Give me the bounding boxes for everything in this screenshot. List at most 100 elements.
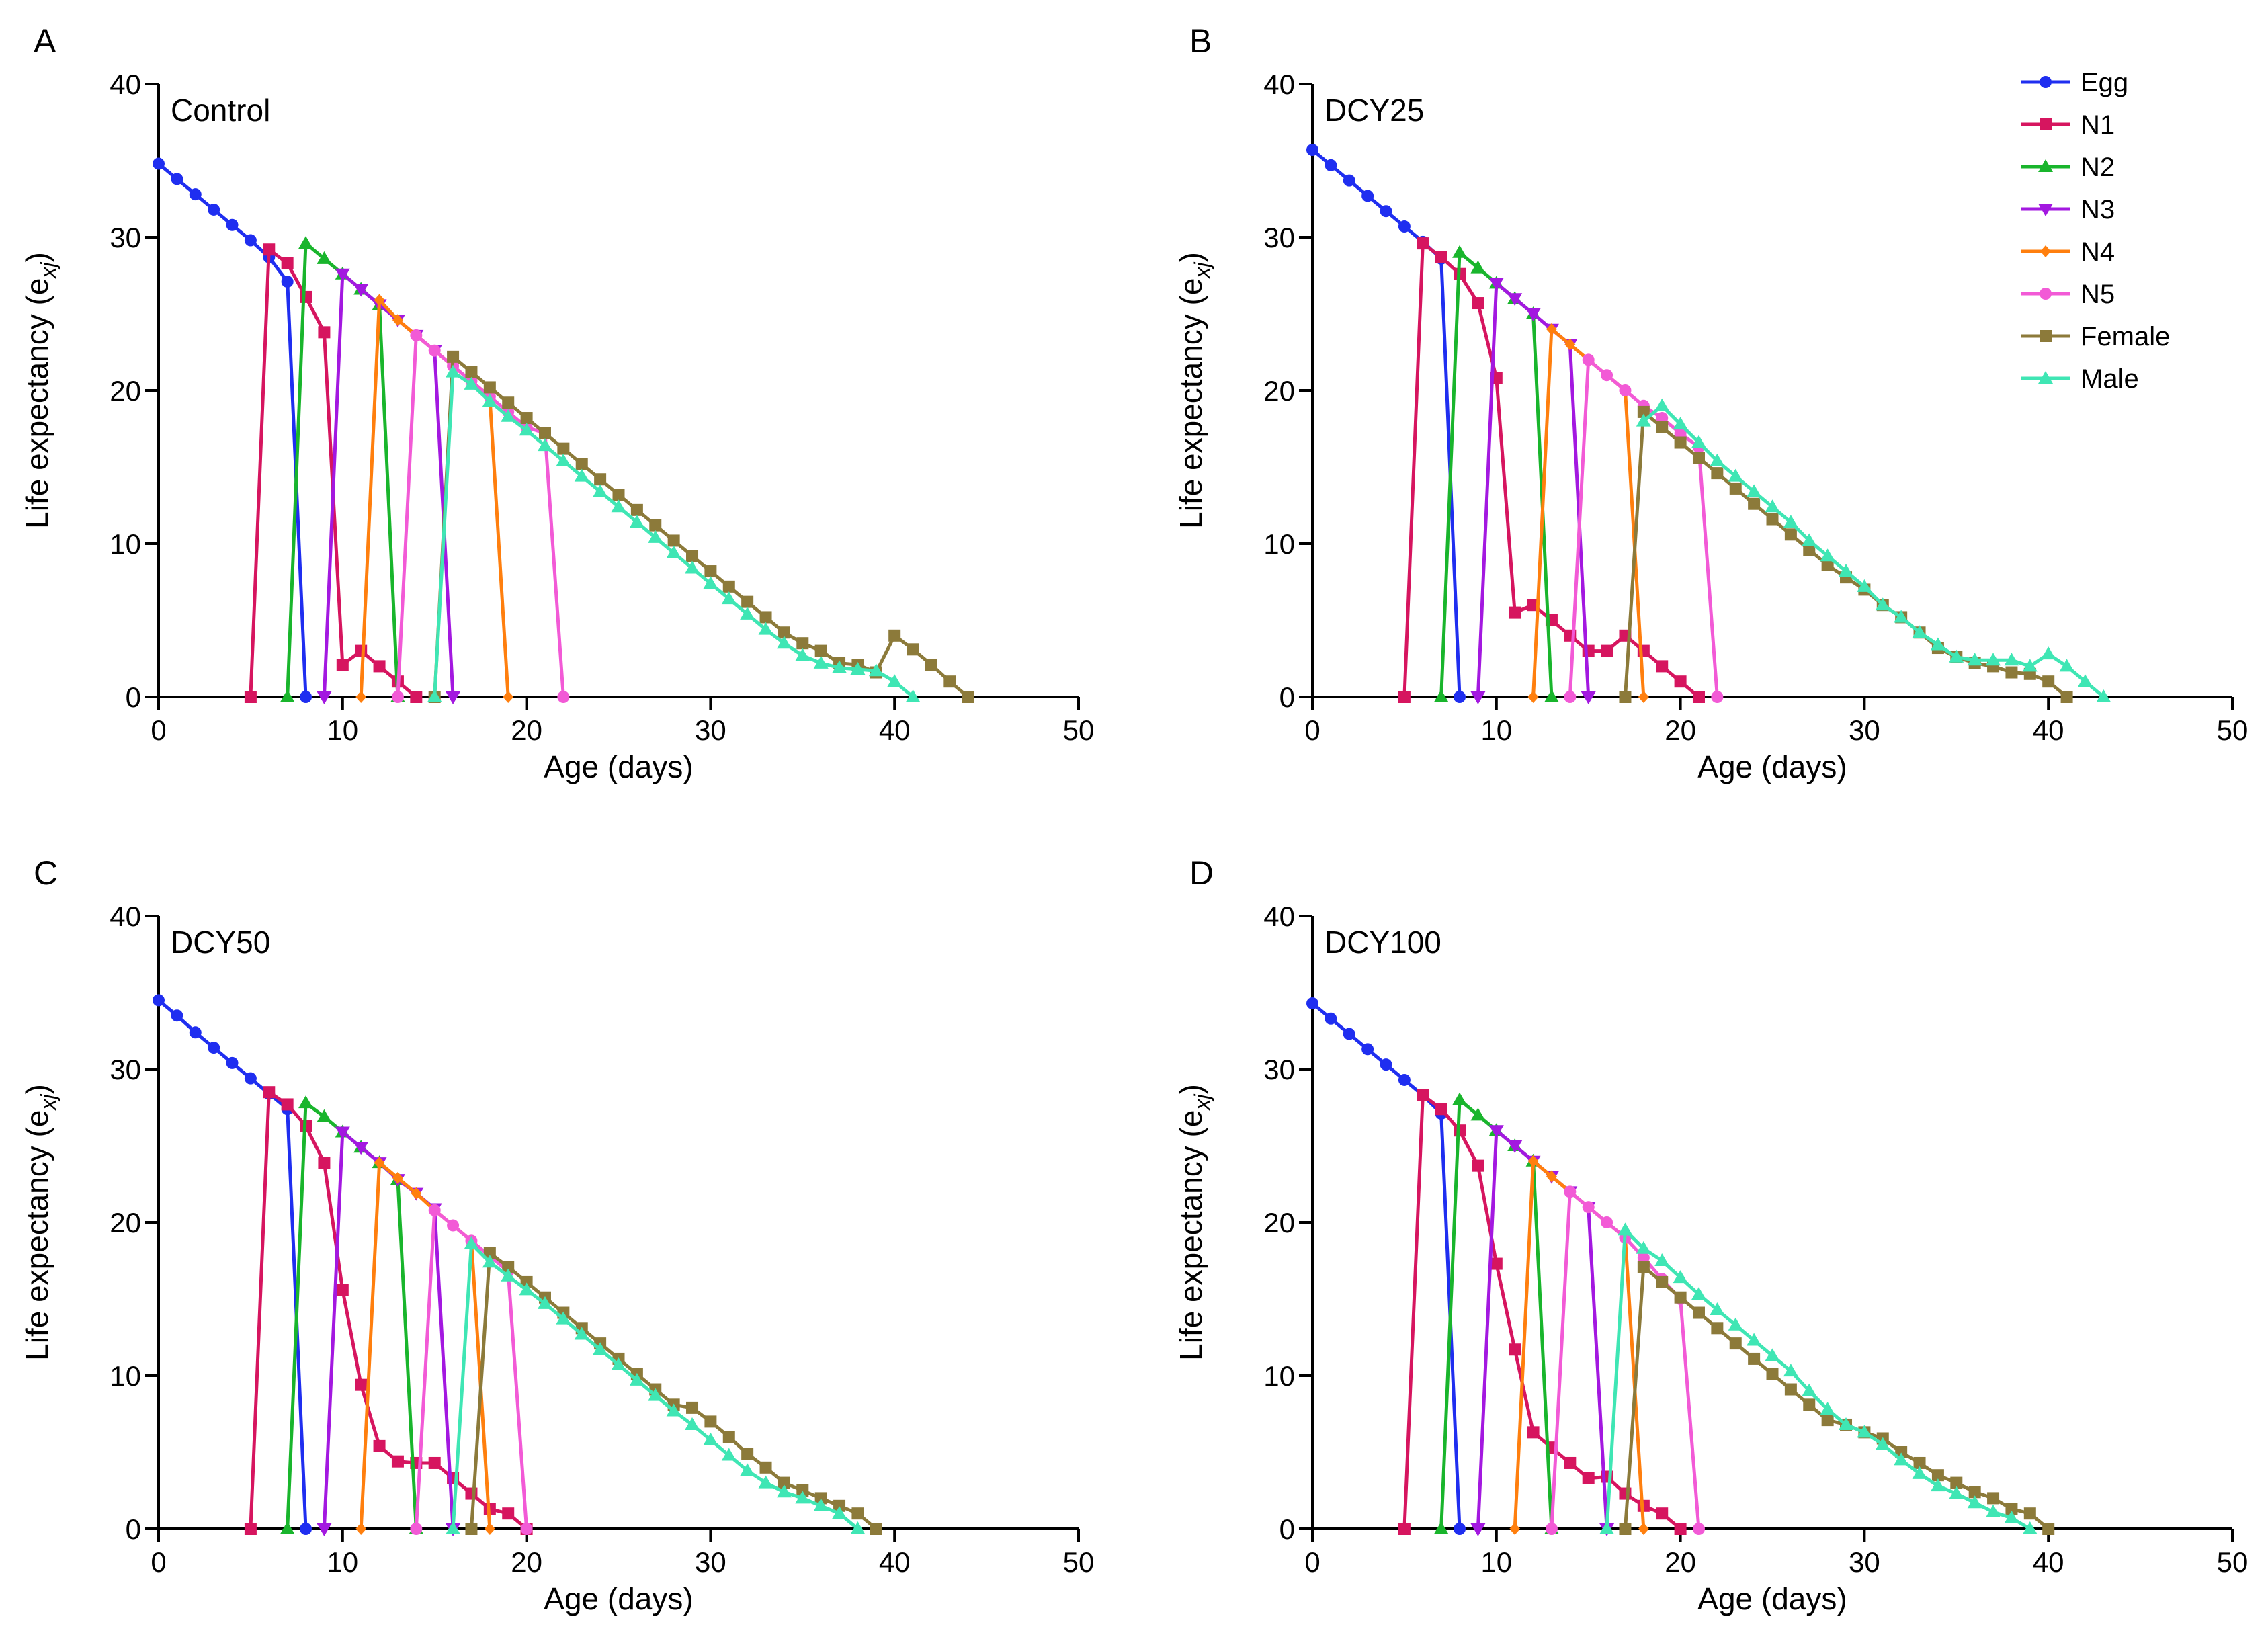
legend-item: N5 xyxy=(2021,280,2115,309)
data-point xyxy=(1692,452,1705,464)
data-point xyxy=(796,637,809,650)
data-point xyxy=(1967,1495,1982,1509)
data-point xyxy=(813,655,829,669)
series-female xyxy=(1619,405,2073,703)
data-point xyxy=(298,1095,314,1109)
data-point xyxy=(666,545,681,558)
y-tick-label: 10 xyxy=(1263,528,1295,560)
data-point xyxy=(1783,515,1798,528)
data-point xyxy=(649,519,662,532)
y-tick-label: 0 xyxy=(1279,1513,1295,1545)
data-point xyxy=(666,1403,681,1417)
data-point xyxy=(943,675,956,688)
legend-marker xyxy=(2040,330,2052,342)
legend-marker xyxy=(2040,118,2052,130)
data-point xyxy=(1930,1478,1945,1492)
data-point xyxy=(1343,174,1355,187)
legend-marker xyxy=(2040,76,2052,88)
x-tick-label: 0 xyxy=(1304,714,1320,746)
data-point xyxy=(1601,369,1613,382)
data-point xyxy=(2004,653,2019,666)
data-point xyxy=(2096,689,2111,702)
x-tick-label: 40 xyxy=(2033,1546,2064,1578)
data-point xyxy=(1748,497,1761,510)
y-tick-label: 40 xyxy=(1263,900,1295,932)
data-point xyxy=(1711,1322,1724,1335)
series-female xyxy=(428,350,974,703)
data-point xyxy=(611,499,626,513)
data-point xyxy=(1930,637,1945,651)
data-point xyxy=(446,1521,461,1534)
data-point xyxy=(373,660,386,673)
data-point xyxy=(1433,1521,1449,1534)
legend-label: N2 xyxy=(2081,153,2115,182)
data-point xyxy=(1674,675,1687,688)
data-point xyxy=(1638,691,1649,703)
data-point xyxy=(428,1204,441,1216)
data-point xyxy=(280,689,295,702)
x-tick-label: 20 xyxy=(1665,714,1696,746)
data-point xyxy=(612,489,625,501)
data-point xyxy=(1711,691,1724,703)
data-point xyxy=(703,1432,718,1445)
chart-panel-d: D 0 10 20 30 40 0 10 20 30 40 50 Age (days) Life expe… xyxy=(1173,854,2248,1616)
data-point xyxy=(907,643,919,656)
data-point xyxy=(226,218,239,231)
data-point xyxy=(501,1268,516,1282)
data-point xyxy=(574,468,589,482)
data-point xyxy=(814,644,827,657)
data-point xyxy=(519,423,534,436)
x-tick-label: 30 xyxy=(1849,714,1880,746)
legend-item: Male xyxy=(2021,364,2139,394)
data-point xyxy=(1636,1241,1651,1254)
data-point xyxy=(2059,659,2074,672)
x-tick-label: 50 xyxy=(1063,1546,1095,1578)
data-point xyxy=(629,1372,644,1386)
data-point xyxy=(778,626,790,639)
data-point xyxy=(335,1126,350,1140)
data-point xyxy=(850,1521,866,1534)
panel-letter: D xyxy=(1189,854,1214,892)
series-line xyxy=(322,1130,455,1529)
series-egg xyxy=(153,994,312,1535)
data-point xyxy=(1949,1486,1964,1499)
data-point xyxy=(1361,1043,1374,1056)
data-point xyxy=(1582,1201,1595,1214)
data-point xyxy=(317,251,332,264)
data-point xyxy=(427,689,442,702)
data-point xyxy=(905,689,921,702)
series-line xyxy=(1513,1159,1646,1529)
y-tick-label: 40 xyxy=(110,69,141,100)
panel-title: Control xyxy=(171,93,270,128)
data-point xyxy=(298,236,314,249)
data-point xyxy=(776,1484,792,1498)
panel-letter: B xyxy=(1189,22,1212,60)
x-tick-label: 10 xyxy=(1480,1546,1512,1578)
data-point xyxy=(574,1327,589,1340)
legend-marker xyxy=(2040,245,2051,257)
chart-panel-c: C 0 10 20 30 40 0 10 20 30 40 50 Age (days) Life expe… xyxy=(19,854,1094,1616)
data-point xyxy=(686,1401,699,1414)
y-tick-label: 20 xyxy=(1263,375,1295,407)
data-point xyxy=(648,530,663,543)
data-point xyxy=(1802,1383,1817,1396)
data-point xyxy=(1472,297,1484,310)
data-point xyxy=(2023,1507,2036,1520)
data-point xyxy=(1619,1523,1632,1535)
data-point xyxy=(1637,405,1650,418)
data-point xyxy=(1507,293,1523,306)
data-point xyxy=(1398,1523,1411,1535)
data-point xyxy=(868,663,884,677)
y-axis-label-close: ) xyxy=(19,252,54,262)
data-point xyxy=(1509,1523,1521,1535)
data-point xyxy=(153,994,165,1007)
panel-title: DCY100 xyxy=(1325,925,1441,960)
data-point xyxy=(1656,1275,1669,1288)
data-point xyxy=(1728,1317,1743,1331)
series-line xyxy=(1311,149,1462,698)
x-tick-label: 10 xyxy=(327,714,358,746)
data-point xyxy=(1636,413,1651,427)
data-point xyxy=(686,550,699,562)
data-point xyxy=(1967,653,1982,666)
series-line xyxy=(396,333,565,698)
